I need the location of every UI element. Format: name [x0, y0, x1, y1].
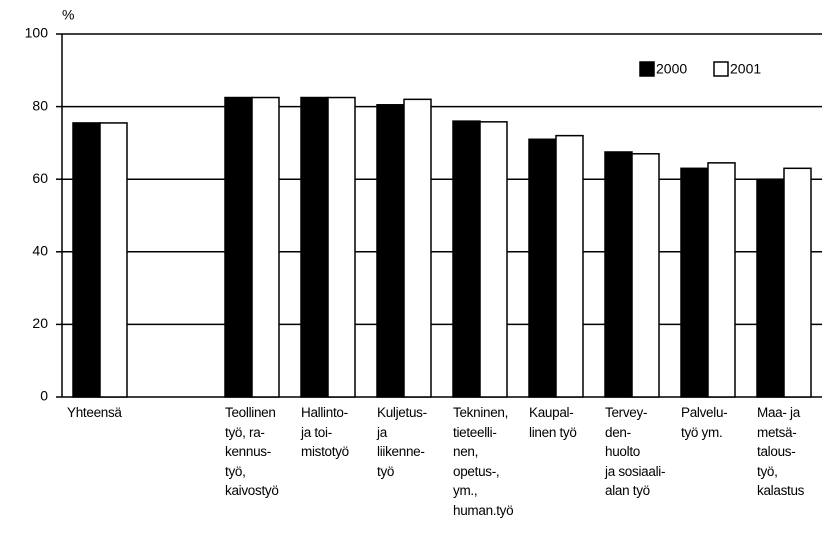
x-tick-label: Tekninen, tieteelli- nen, opetus-, ym., …: [453, 405, 514, 518]
bar: [528, 138, 557, 398]
bar: [756, 178, 785, 398]
bar: [452, 120, 481, 398]
legend-label: 2000: [656, 61, 687, 77]
bar: [707, 162, 736, 398]
y-tick-label: 60: [32, 170, 48, 186]
y-tick-label: 20: [32, 315, 48, 331]
x-tick-label: Teollinen työ, ra- kennus- työ, kaivosty…: [225, 405, 279, 498]
bar: [555, 134, 584, 398]
x-tick-label: Tervey- den- huolto ja sosiaali- alan ty…: [605, 405, 666, 498]
bar: [72, 122, 101, 398]
bar: [479, 121, 508, 398]
bar: [99, 122, 128, 398]
y-tick-label: 40: [32, 243, 48, 259]
bar: [300, 96, 329, 398]
x-tick-label: Hallinto- ja toi- mistotyö: [301, 405, 349, 459]
legend-swatch: [713, 61, 729, 77]
x-tick-label: Palvelu- työ ym.: [681, 405, 728, 440]
bar: [680, 167, 709, 398]
bar: [224, 96, 253, 398]
bar: [631, 153, 660, 398]
bar: [327, 96, 356, 398]
bar: [251, 96, 280, 398]
bar: [783, 167, 812, 398]
y-axis-label: %: [62, 7, 74, 23]
x-tick-label: Yhteensä: [67, 405, 122, 420]
x-tick-label: Maa- ja metsä- talous- työ, kalastus: [757, 405, 805, 498]
legend-label: 2001: [730, 61, 761, 77]
x-tick-label: Kuljetus- ja liikenne- työ: [377, 405, 427, 479]
x-tick-label: Kaupal- linen työ: [529, 405, 577, 440]
bar: [403, 98, 432, 398]
legend-swatch: [639, 61, 655, 77]
y-tick-label: 80: [32, 97, 48, 113]
y-tick-label: 100: [25, 25, 49, 41]
bar: [376, 104, 405, 398]
bar: [604, 151, 633, 398]
y-tick-label: 0: [40, 388, 48, 404]
